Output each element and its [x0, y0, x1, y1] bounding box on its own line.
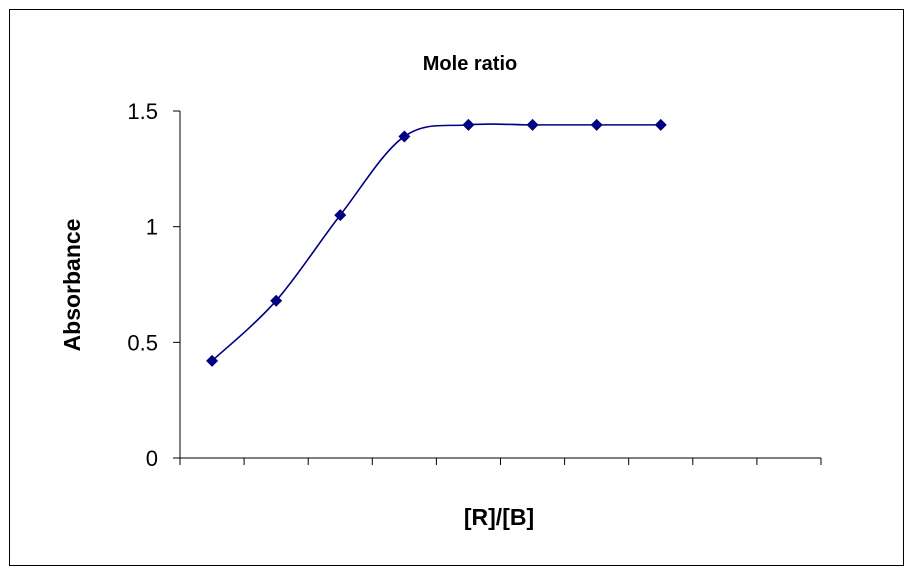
data-point [398, 130, 411, 143]
data-point [590, 118, 603, 131]
data-point [654, 118, 667, 131]
data-point [526, 118, 539, 131]
x-axis-label: [R]/[B] [464, 504, 534, 530]
data-point [270, 294, 283, 307]
chart-area [9, 9, 904, 566]
data-point [334, 209, 347, 222]
y-tick-label: 0.5 [127, 330, 158, 355]
chart-title: Mole ratio [423, 53, 517, 75]
data-point [462, 118, 475, 131]
y-tick-label: 1.5 [127, 99, 158, 124]
y-tick-label: 0 [146, 446, 158, 471]
y-tick-label: 1 [146, 215, 158, 240]
series-line [211, 123, 661, 362]
plot-area: 0 0.5 1 1.5 [127, 99, 822, 471]
y-axis-label: Absorbance [59, 219, 85, 352]
data-point [206, 354, 219, 367]
